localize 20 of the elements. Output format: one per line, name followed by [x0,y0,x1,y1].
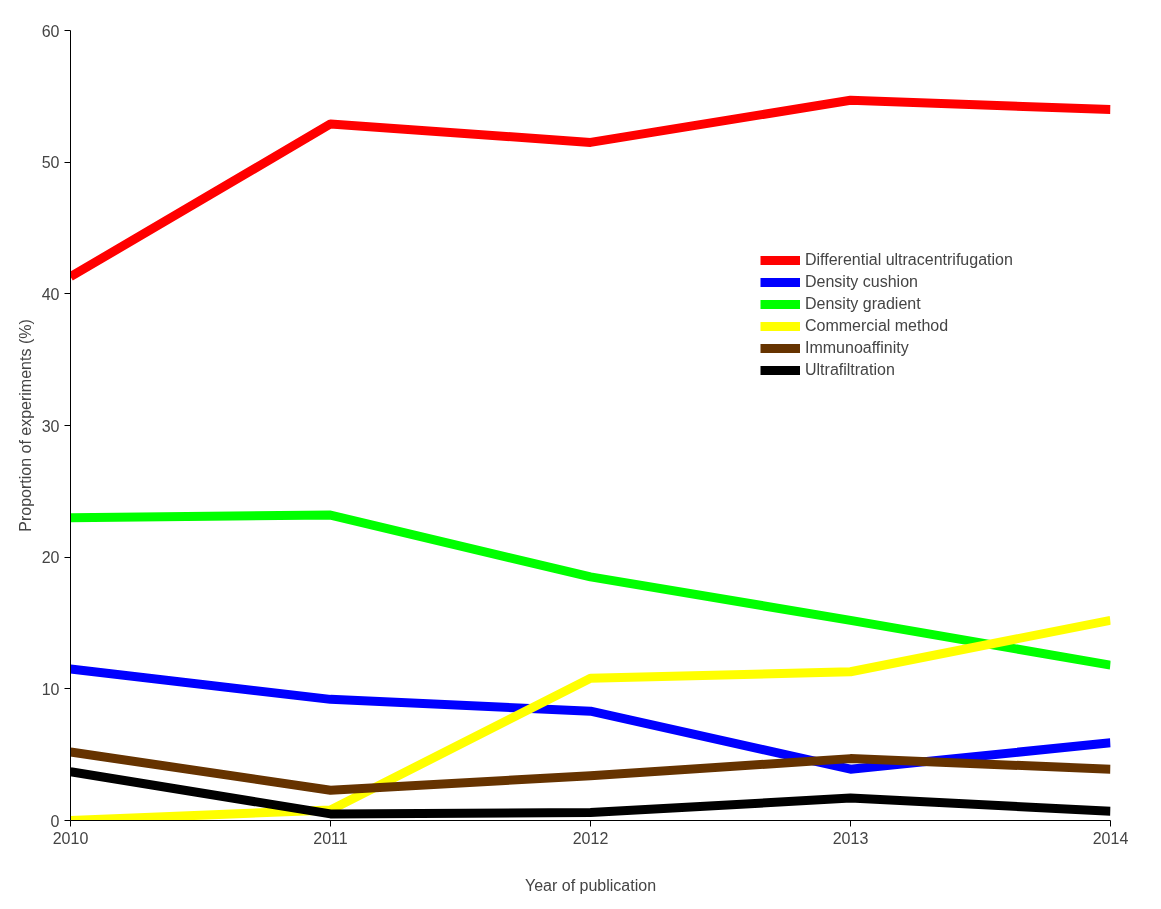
x-tick-label: 2012 [572,829,609,847]
y-tick-label: 40 [41,285,60,303]
legend-label: Density cushion [805,273,918,291]
y-axis-title: Proportion of experiments (%) [16,319,34,532]
legend-label: Differential ultracentrifugation [805,251,1013,269]
x-tick-label: 2014 [1092,829,1129,847]
y-tick-label: 50 [41,154,60,172]
x-tick-label: 2013 [832,829,869,847]
x-tick-label: 2010 [52,829,89,847]
x-axis-title: Year of publication [524,876,657,894]
x-tick-label: 2011 [313,829,348,847]
y-tick-label: 30 [41,417,60,435]
legend-label: Immunoaffinity [805,339,909,357]
legend-label: Ultrafiltration [805,361,895,379]
legend-label: Density gradient [805,295,921,313]
y-tick-label: 10 [41,680,60,698]
y-tick-label: 0 [50,812,60,830]
y-tick-label: 20 [41,549,60,567]
legend-label: Commercial method [805,317,949,335]
y-tick-label: 60 [41,22,60,40]
